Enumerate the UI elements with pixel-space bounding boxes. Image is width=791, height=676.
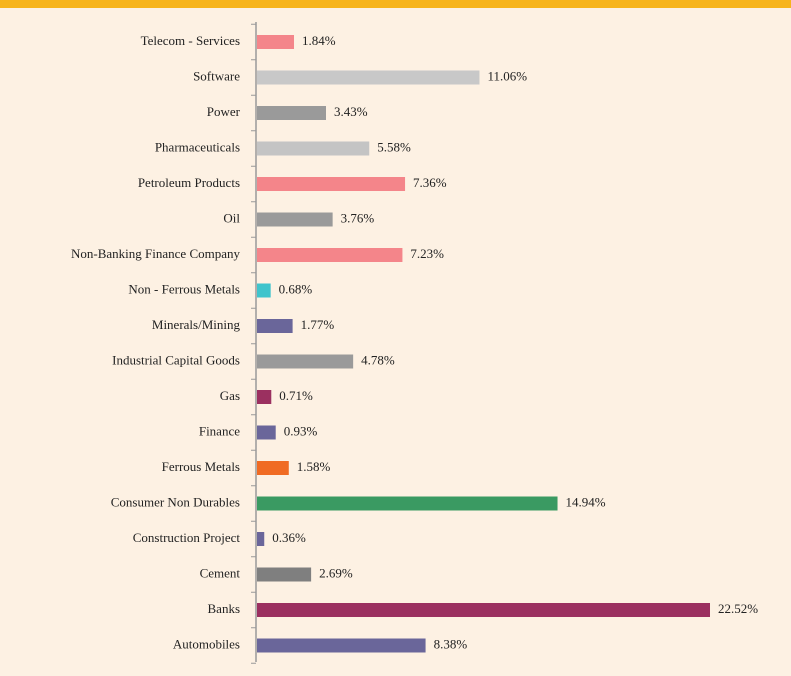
value-label: 4.78%	[361, 352, 395, 367]
bar	[257, 319, 293, 333]
value-label: 0.36%	[272, 530, 306, 545]
value-label: 0.68%	[279, 281, 313, 296]
category-label: Non-Banking Finance Company	[71, 246, 240, 261]
value-label: 0.93%	[284, 423, 318, 438]
value-label: 14.94%	[566, 494, 606, 509]
bar	[257, 461, 289, 475]
bar	[257, 567, 312, 582]
value-label: 5.58%	[377, 139, 411, 154]
value-label: 3.76%	[341, 210, 375, 225]
bar	[257, 603, 710, 617]
value-label: 7.23%	[410, 246, 444, 261]
bar	[257, 212, 333, 227]
bar	[257, 390, 272, 404]
value-label: 0.71%	[279, 388, 313, 403]
bar	[257, 70, 480, 85]
bar	[257, 106, 326, 120]
category-label: Cement	[200, 565, 241, 580]
category-label: Automobiles	[173, 636, 240, 651]
header-strip	[0, 0, 791, 8]
bar	[257, 354, 354, 369]
category-label: Industrial Capital Goods	[112, 352, 240, 367]
category-label: Ferrous Metals	[162, 459, 240, 474]
value-label: 1.77%	[301, 317, 335, 332]
category-label: Finance	[199, 423, 240, 438]
bar	[257, 177, 406, 191]
bar	[257, 532, 265, 546]
value-label: 22.52%	[718, 601, 758, 616]
category-label: Non - Ferrous Metals	[128, 281, 240, 296]
category-label: Telecom - Services	[141, 33, 240, 48]
bar	[257, 638, 426, 653]
category-label: Power	[207, 104, 241, 119]
value-label: 3.43%	[334, 104, 368, 119]
category-label: Construction Project	[133, 530, 241, 545]
value-label: 2.69%	[319, 565, 353, 580]
value-label: 8.38%	[434, 636, 468, 651]
bar	[257, 496, 558, 511]
category-label: Minerals/Mining	[152, 317, 241, 332]
bar	[257, 425, 276, 440]
bar	[257, 35, 295, 49]
category-label: Gas	[220, 388, 240, 403]
category-label: Banks	[208, 601, 241, 616]
bar	[257, 283, 271, 298]
category-label: Software	[193, 68, 240, 83]
value-label: 7.36%	[413, 175, 447, 190]
bar	[257, 248, 403, 262]
value-label: 1.84%	[302, 33, 336, 48]
bar	[257, 141, 370, 156]
category-label: Oil	[223, 210, 240, 225]
value-label: 1.58%	[297, 459, 331, 474]
value-label: 11.06%	[487, 68, 527, 83]
category-label: Pharmaceuticals	[155, 139, 240, 154]
category-label: Petroleum Products	[138, 175, 240, 190]
category-label: Consumer Non Durables	[111, 494, 240, 509]
